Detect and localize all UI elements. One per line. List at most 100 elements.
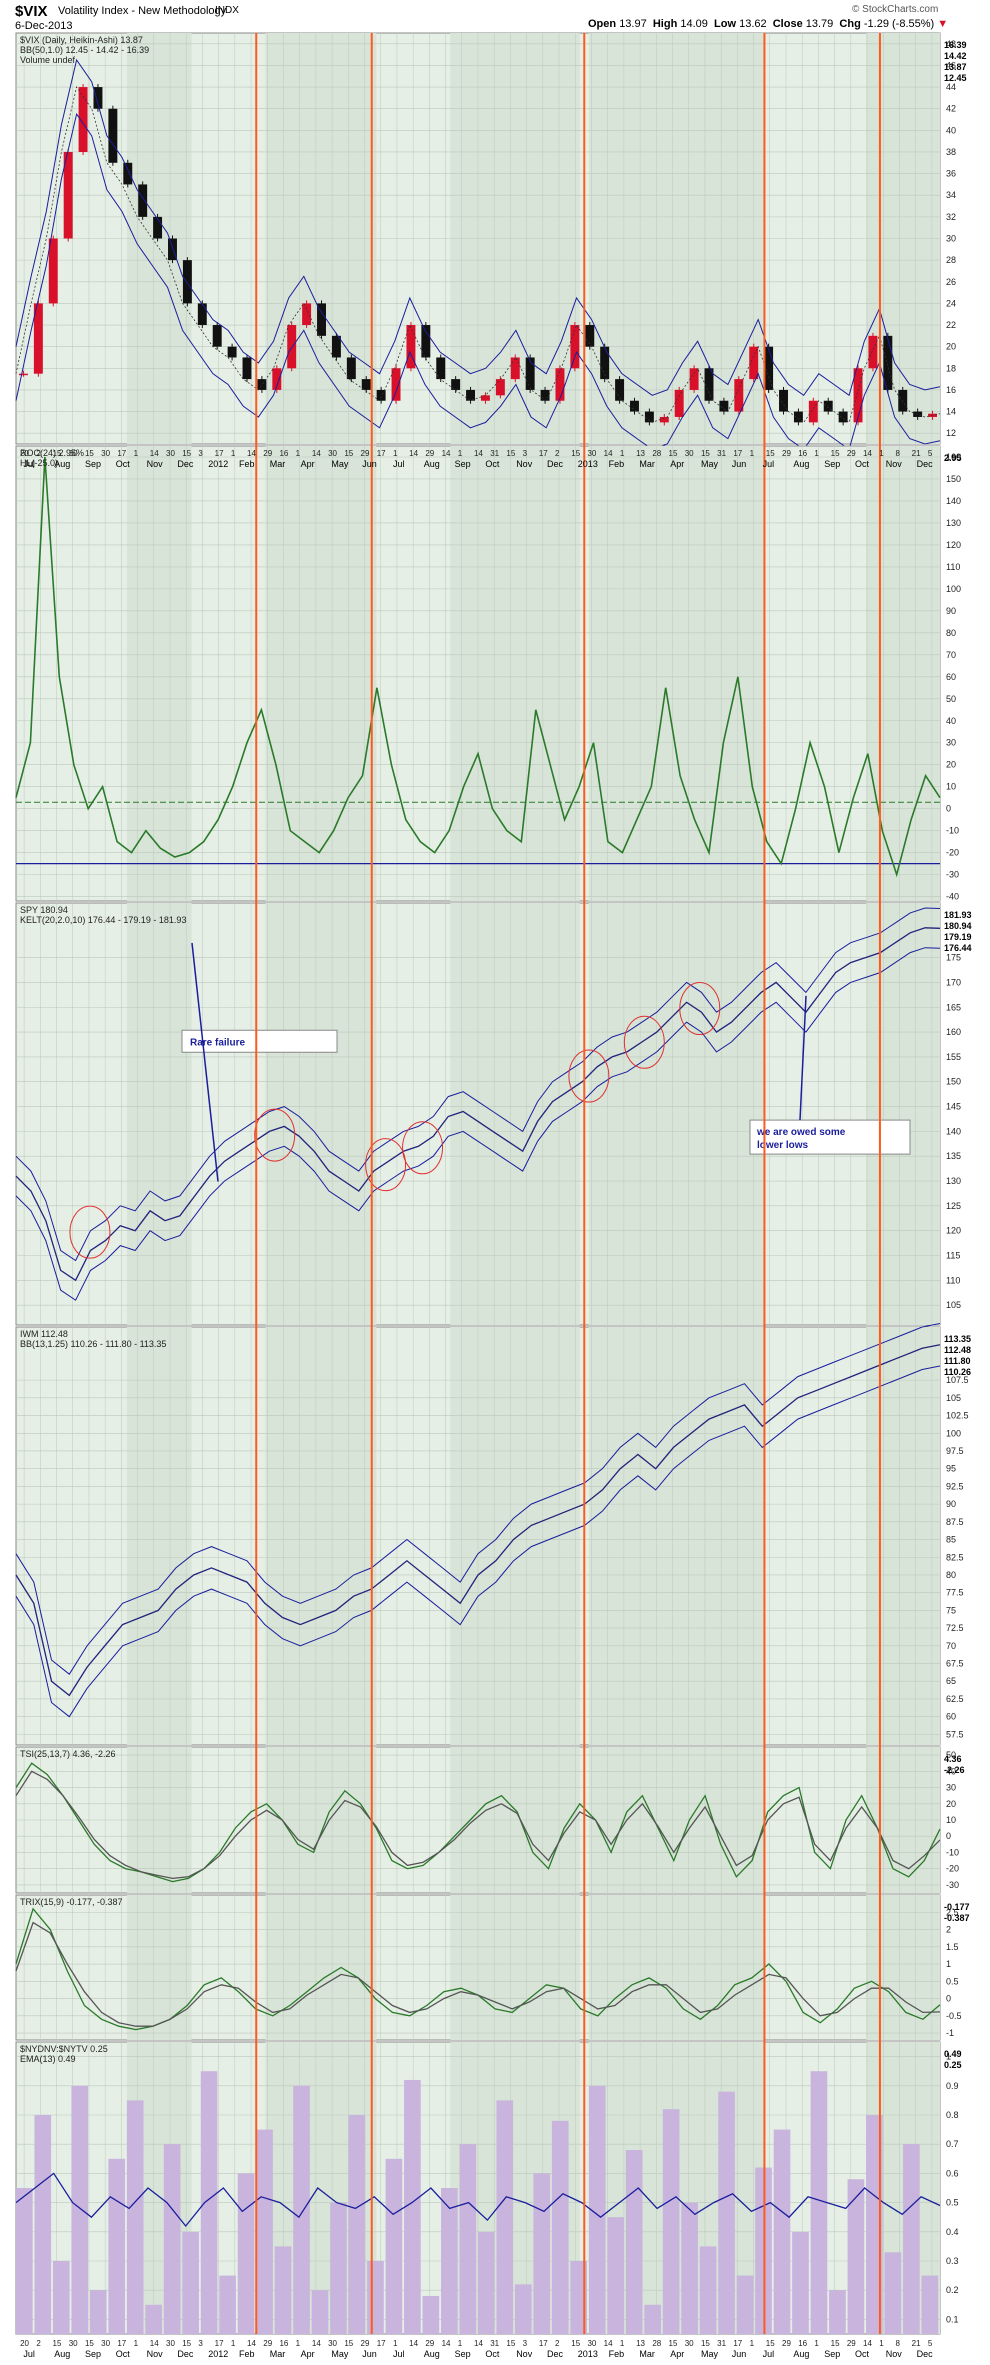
breadth-bar xyxy=(644,2304,661,2334)
x-tick-label: 30 xyxy=(69,449,78,458)
middle-band xyxy=(15,927,941,1281)
x-month-label: 2013 xyxy=(578,2349,598,2359)
x-tick-label: 16 xyxy=(279,2339,288,2348)
x-tick-label: 1 xyxy=(231,449,236,458)
y-tick-label: 0 xyxy=(946,1831,951,1841)
y-tick-label: 140 xyxy=(946,1126,961,1136)
x-tick-label: 30 xyxy=(166,2339,175,2348)
shaded-band xyxy=(126,446,192,901)
candle-body xyxy=(764,346,774,390)
x-tick-label: 8 xyxy=(895,2339,900,2348)
x-tick-label: 15 xyxy=(831,449,840,458)
x-month-label: Apr xyxy=(301,2349,315,2359)
legend-entry: Volume undef xyxy=(20,55,76,65)
x-month-label: Jul xyxy=(23,459,35,469)
highlight-circle xyxy=(254,1108,296,1162)
y-tick-label: 40 xyxy=(946,716,956,726)
y-tick-label: 46 xyxy=(946,60,956,70)
last-value-label: -0.177 xyxy=(944,1902,970,1912)
breadth-bar xyxy=(884,2252,902,2334)
x-month-label: Nov xyxy=(516,459,533,469)
shaded-band xyxy=(265,903,377,1325)
x-month-label: Oct xyxy=(855,459,870,469)
highlight-circle xyxy=(623,1015,665,1069)
x-tick-label: 31 xyxy=(490,2339,499,2348)
last-value-label: 0.49 xyxy=(944,2049,962,2059)
x-tick-label: 2 xyxy=(555,2339,560,2348)
candle-body xyxy=(898,389,908,412)
candle-body xyxy=(570,325,580,369)
candle-body xyxy=(287,325,297,369)
x-month-label: Aug xyxy=(424,2349,440,2359)
candle-body xyxy=(585,325,595,347)
y-tick-label: 100 xyxy=(946,584,961,594)
y-tick-label: 50 xyxy=(946,1750,956,1760)
x-tick-label: 1 xyxy=(231,2339,236,2348)
y-tick-label: 22 xyxy=(946,320,956,330)
series-line xyxy=(15,1770,941,1880)
breadth-bar xyxy=(126,2100,144,2334)
candle-body xyxy=(600,346,610,380)
candle-body xyxy=(540,389,550,401)
legend-entry: IWM 112.48 xyxy=(20,1329,68,1339)
y-tick-label: 100 xyxy=(946,1428,961,1438)
last-value-label: 180.94 xyxy=(944,921,972,931)
x-tick-label: 5 xyxy=(928,2339,933,2348)
candle-body xyxy=(630,400,639,412)
breadth-bar xyxy=(921,2275,939,2334)
x-tick-label: 1 xyxy=(750,2339,755,2348)
shaded-band xyxy=(588,446,765,901)
x-tick-label: 14 xyxy=(409,449,418,458)
x-tick-label: 29 xyxy=(361,449,370,458)
x-month-label: Dec xyxy=(917,2349,934,2359)
candle-body xyxy=(555,368,565,401)
x-tick-label: 17 xyxy=(215,449,224,458)
breadth-bar xyxy=(163,2144,181,2334)
candle-body xyxy=(868,335,878,369)
y-tick-label: 95 xyxy=(946,1464,956,1474)
x-month-label: Dec xyxy=(547,459,564,469)
x-tick-label: 17 xyxy=(733,449,742,458)
y-tick-label: 0 xyxy=(946,804,951,814)
y-tick-label: 175 xyxy=(946,953,961,963)
candle-body xyxy=(108,108,118,163)
y-tick-label: 26 xyxy=(946,277,956,287)
candle-body xyxy=(391,368,401,401)
x-tick-label: 15 xyxy=(766,449,775,458)
x-tick-label: 1 xyxy=(750,449,755,458)
y-tick-label: 115 xyxy=(946,1250,960,1260)
highlight-circle xyxy=(568,1049,610,1103)
breadth-bar xyxy=(551,2120,569,2334)
candle-body xyxy=(48,238,58,304)
x-tick-label: 17 xyxy=(117,449,126,458)
legend-entry: TSI(25,13,7) 4.36, -2.26 xyxy=(20,1749,116,1759)
y-tick-label: 145 xyxy=(946,1102,961,1112)
x-month-label: Oct xyxy=(485,459,500,469)
x-tick-label: 30 xyxy=(69,2339,78,2348)
y-tick-label: 0.1 xyxy=(946,2314,959,2324)
y-tick-label: 40 xyxy=(946,1766,956,1776)
x-month-label: Sep xyxy=(85,459,101,469)
candle-body xyxy=(346,357,356,380)
x-tick-label: 2 xyxy=(36,2339,41,2348)
y-tick-label: 105 xyxy=(946,1300,961,1310)
breadth-bar xyxy=(607,2217,624,2334)
x-tick-label: 1 xyxy=(458,2339,463,2348)
panel-3 xyxy=(15,902,941,1326)
y-tick-label: 0 xyxy=(946,1994,951,2004)
last-value-label: 0.25 xyxy=(944,2060,962,2070)
breadth-bar xyxy=(404,2079,421,2334)
x-tick-label: 1 xyxy=(393,2339,398,2348)
shaded-band xyxy=(265,1327,377,1745)
x-tick-label: 15 xyxy=(669,2339,678,2348)
x-tick-label: 14 xyxy=(312,449,321,458)
last-value-label: 14.42 xyxy=(944,51,967,61)
legend-entry: HL(-25.0) xyxy=(20,458,58,468)
x-tick-label: 1 xyxy=(393,449,398,458)
x-tick-label: 13 xyxy=(636,2339,645,2348)
y-tick-label: 150 xyxy=(946,474,961,484)
y-tick-label: 10 xyxy=(946,782,956,792)
open-value: 13.97 xyxy=(619,18,647,30)
panel-1 xyxy=(15,32,941,451)
x-tick-label: 1 xyxy=(458,449,463,458)
